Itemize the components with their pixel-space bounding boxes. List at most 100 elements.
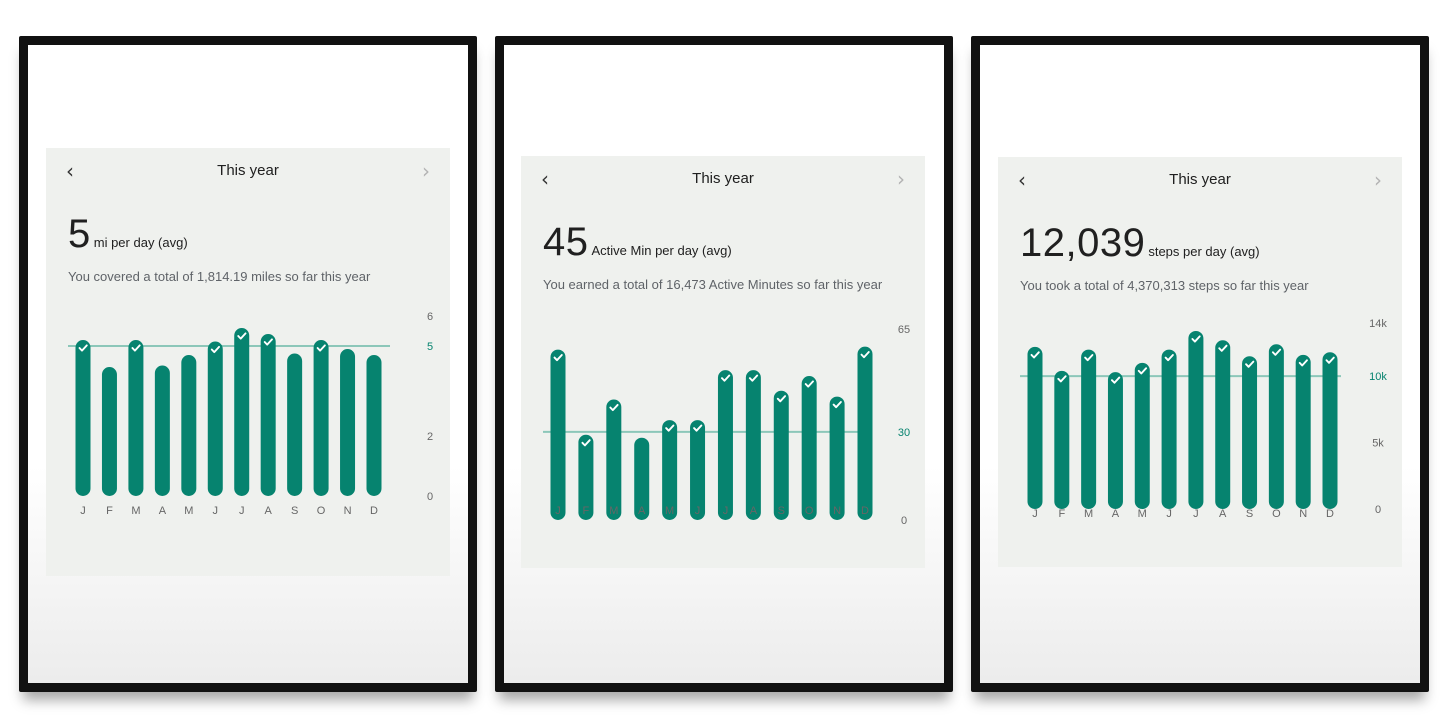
x-tick-label: M bbox=[1084, 508, 1093, 520]
checkmark-icon bbox=[1137, 367, 1148, 375]
bar-10[interactable] bbox=[1295, 354, 1311, 509]
bar-7[interactable] bbox=[745, 370, 761, 520]
bar-3[interactable] bbox=[154, 365, 170, 497]
checkmark-icon bbox=[748, 374, 759, 382]
summary-text: You covered a total of 1,814.19 miles so… bbox=[68, 269, 371, 284]
bar-11[interactable] bbox=[1322, 352, 1338, 509]
active-minutes-bar-chart: J F M A M J J A S O N D 0 65 30 bbox=[543, 324, 910, 527]
checkmark-icon bbox=[804, 380, 814, 388]
chevron-left-icon[interactable]: ‹ bbox=[66, 159, 74, 183]
checkmark-icon bbox=[776, 395, 787, 403]
headline: 5 mi per day (avg) bbox=[68, 214, 188, 254]
bar-8[interactable] bbox=[773, 390, 789, 520]
y-tick-label: 65 bbox=[898, 324, 910, 336]
checkmark-icon bbox=[1298, 359, 1308, 367]
bar-10[interactable] bbox=[829, 396, 845, 520]
bar-5[interactable] bbox=[207, 341, 223, 497]
checkmark-icon bbox=[1191, 335, 1201, 343]
x-tick-label: O bbox=[317, 505, 326, 517]
chevron-right-icon[interactable]: › bbox=[1374, 168, 1382, 192]
frame-active-minutes: ‹ This year › 45 Active Min per day (avg)… bbox=[495, 36, 953, 692]
chevron-left-icon[interactable]: ‹ bbox=[541, 167, 549, 191]
bar-1[interactable] bbox=[1054, 370, 1070, 509]
checkmark-icon bbox=[316, 344, 326, 352]
bar-2[interactable] bbox=[1081, 349, 1097, 509]
checkmark-icon bbox=[1084, 354, 1094, 362]
checkmark-icon bbox=[1164, 354, 1174, 362]
bar-6[interactable] bbox=[717, 370, 733, 520]
bar-4[interactable] bbox=[662, 420, 678, 520]
x-tick-label: O bbox=[1272, 508, 1281, 520]
checkmark-icon bbox=[263, 338, 273, 346]
checkmark-icon bbox=[1218, 344, 1228, 352]
x-tick-label: A bbox=[638, 505, 646, 517]
x-tick-label: A bbox=[1219, 508, 1227, 520]
headline: 12,039 steps per day (avg) bbox=[1020, 223, 1260, 263]
headline-unit: mi per day (avg) bbox=[93, 235, 188, 250]
distance-bar-chart: J F M A M J J A S O N D 0 2 6 5 bbox=[68, 311, 433, 517]
bar-3[interactable] bbox=[634, 437, 650, 520]
bar-0[interactable] bbox=[75, 340, 91, 496]
bar-4[interactable] bbox=[181, 355, 197, 496]
bar-4[interactable] bbox=[1134, 362, 1150, 509]
y-tick-label: 0 bbox=[901, 515, 907, 527]
bar-7[interactable] bbox=[1215, 340, 1231, 509]
period-title: This year bbox=[1169, 171, 1231, 188]
bar-0[interactable] bbox=[550, 349, 566, 520]
bar-5[interactable] bbox=[690, 420, 706, 520]
bar-2[interactable] bbox=[606, 399, 622, 520]
x-tick-label: S bbox=[291, 505, 298, 517]
x-tick-label: J bbox=[695, 505, 701, 517]
card-header: ‹ This year › bbox=[46, 160, 450, 184]
bar-10[interactable] bbox=[340, 349, 356, 496]
bar-9[interactable] bbox=[1268, 344, 1284, 509]
headline-value: 12,039 bbox=[1020, 221, 1146, 265]
bar-8[interactable] bbox=[1242, 356, 1258, 509]
bar-8[interactable] bbox=[287, 353, 303, 497]
headline-unit: Active Min per day (avg) bbox=[591, 243, 732, 258]
frame-distance: ‹ This year › 5 mi per day (avg) You cove… bbox=[19, 36, 477, 692]
headline-value: 45 bbox=[543, 220, 589, 264]
x-tick-label: M bbox=[665, 505, 674, 517]
x-tick-label: M bbox=[1138, 508, 1147, 520]
checkmark-icon bbox=[1111, 376, 1121, 384]
goal-label: 5 bbox=[427, 341, 433, 353]
bar-11[interactable] bbox=[366, 355, 382, 496]
frame-steps: ‹ This year › 12,039 steps per day (avg) … bbox=[971, 36, 1429, 692]
bar-1[interactable] bbox=[101, 367, 117, 496]
x-tick-label: A bbox=[750, 505, 758, 517]
headline: 45 Active Min per day (avg) bbox=[543, 222, 732, 262]
y-tick-label: 2 bbox=[427, 431, 433, 443]
x-tick-label: A bbox=[1112, 508, 1120, 520]
bar-2[interactable] bbox=[128, 340, 144, 496]
checkmark-icon bbox=[553, 354, 563, 362]
x-tick-label: D bbox=[1326, 508, 1334, 520]
summary-text: You took a total of 4,370,313 steps so f… bbox=[1020, 278, 1309, 293]
x-tick-label: M bbox=[131, 505, 140, 517]
checkmark-icon bbox=[581, 439, 591, 447]
bar-6[interactable] bbox=[234, 328, 250, 496]
bar-5[interactable] bbox=[1161, 349, 1177, 509]
checkmark-icon bbox=[665, 424, 675, 432]
x-tick-label: D bbox=[861, 505, 869, 517]
bar-11[interactable] bbox=[857, 346, 873, 520]
bar-7[interactable] bbox=[260, 334, 276, 496]
bar-9[interactable] bbox=[313, 340, 329, 496]
x-tick-label: J bbox=[239, 505, 245, 517]
y-tick-label: 0 bbox=[427, 491, 433, 503]
chevron-left-icon[interactable]: ‹ bbox=[1018, 168, 1026, 192]
checkmark-icon bbox=[832, 401, 842, 409]
bar-0[interactable] bbox=[1027, 346, 1043, 509]
x-tick-label: O bbox=[805, 505, 814, 517]
chevron-right-icon[interactable]: › bbox=[422, 159, 430, 183]
card-header: ‹ This year › bbox=[998, 169, 1402, 193]
bar-3[interactable] bbox=[1107, 372, 1123, 509]
x-tick-label: J bbox=[213, 505, 219, 517]
bar-6[interactable] bbox=[1188, 330, 1204, 509]
x-tick-label: S bbox=[778, 505, 785, 517]
chevron-right-icon[interactable]: › bbox=[897, 167, 905, 191]
bar-1[interactable] bbox=[578, 434, 594, 520]
y-tick-label: 6 bbox=[427, 311, 433, 323]
bar-9[interactable] bbox=[801, 376, 817, 520]
x-tick-label: N bbox=[833, 505, 841, 517]
